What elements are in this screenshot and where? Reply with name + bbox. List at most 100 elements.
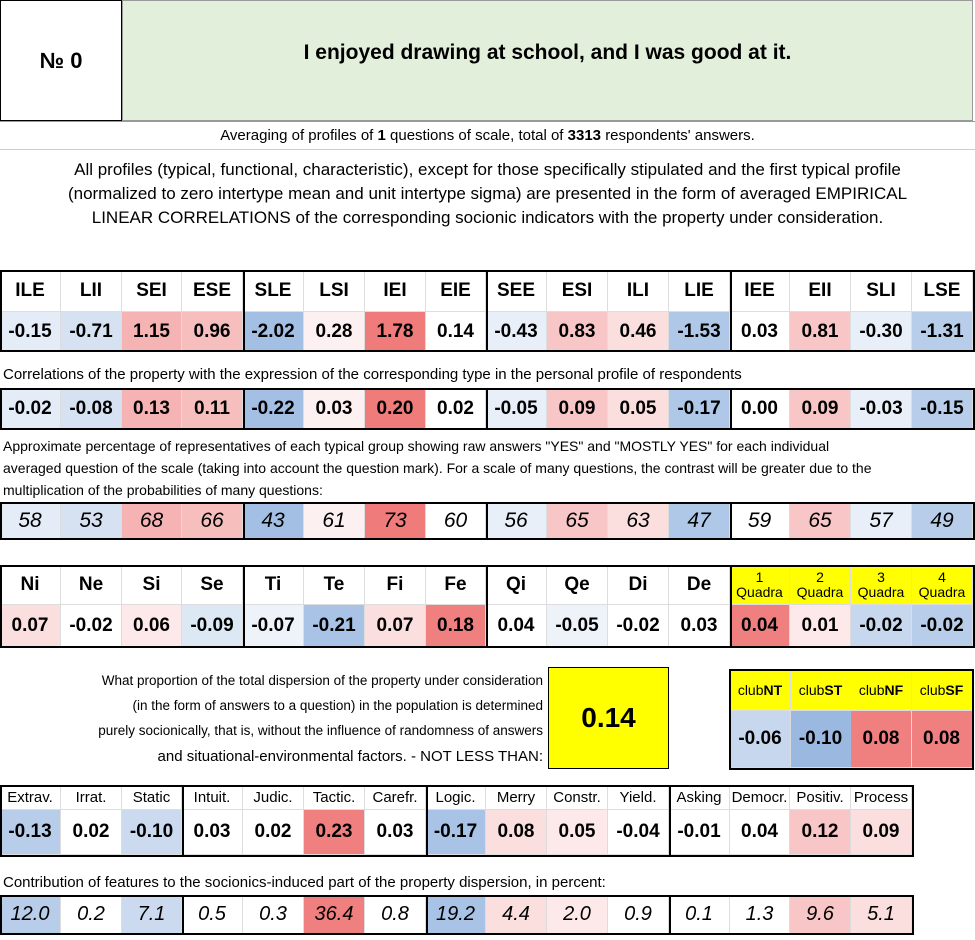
feature-header: Tactic.	[304, 785, 365, 810]
club-name: SF	[945, 682, 964, 698]
quadra-header: 2 Quadra	[790, 565, 851, 605]
club-name: NT	[763, 682, 783, 698]
type-score: 0.83	[547, 312, 608, 352]
feature-header: Logic.	[426, 785, 486, 810]
type-score: -0.15	[0, 312, 61, 352]
type-percentage: 58	[0, 502, 61, 540]
feature-contribution: 0.3	[243, 895, 304, 935]
quadra-header: 3 Quadra	[851, 565, 912, 605]
feature-contribution: 1.3	[730, 895, 790, 935]
summary-text: questions of scale, total of	[390, 127, 564, 144]
type-header: SLI	[851, 270, 912, 312]
dispersion-value: 0.14	[548, 667, 669, 769]
type-score: 0.46	[608, 312, 669, 352]
caption-line: averaged question of the scale (taking i…	[3, 460, 872, 476]
type-correlation: -0.02	[0, 388, 61, 430]
function-value: -0.05	[547, 605, 608, 648]
type-header: ILE	[0, 270, 61, 312]
function-value: -0.21	[304, 605, 365, 648]
feature-header: Yield.	[608, 785, 669, 810]
quadra-number: 2	[816, 568, 824, 585]
type-score: -0.30	[851, 312, 912, 352]
type-correlation: 0.02	[426, 388, 486, 430]
type-header: EIE	[426, 270, 486, 312]
dispersion-text: and situational-environmental factors. -…	[157, 748, 543, 765]
caption: Correlations of the property with the ex…	[3, 366, 742, 383]
type-header: IEI	[365, 270, 426, 312]
feature-value: -0.10	[122, 810, 182, 855]
club-value: -0.06	[730, 711, 791, 768]
club-prefix: club	[858, 682, 885, 698]
function-value: 0.01	[790, 605, 851, 648]
feature-value: -0.01	[669, 810, 730, 855]
type-correlation: 0.20	[365, 388, 426, 430]
feature-contribution: 7.1	[122, 895, 182, 935]
club-value: -0.10	[790, 711, 852, 768]
type-correlation: 0.09	[790, 388, 851, 430]
type-header: ESI	[547, 270, 608, 312]
type-percentage: 73	[365, 502, 426, 540]
feature-value: 0.12	[790, 810, 851, 855]
type-percentage: 43	[243, 502, 304, 540]
feature-contribution: 4.4	[486, 895, 547, 935]
type-header: ESE	[182, 270, 243, 312]
type-correlation: -0.08	[61, 388, 122, 430]
type-percentage: 60	[426, 502, 486, 540]
type-header: SLE	[243, 270, 304, 312]
type-score: 0.81	[790, 312, 851, 352]
function-value: 0.04	[486, 605, 547, 648]
type-percentage: 66	[182, 502, 243, 540]
feature-contribution: 36.4	[304, 895, 365, 935]
type-percentage: 53	[61, 502, 122, 540]
function-header: Qe	[547, 565, 608, 605]
function-value: 0.04	[730, 605, 790, 648]
quadra-number: 4	[938, 568, 946, 585]
club-header: club ST	[790, 670, 852, 711]
quadra-number: 1	[755, 568, 764, 585]
type-header: LSE	[912, 270, 973, 312]
caption: Contribution of features to the socionic…	[3, 874, 606, 891]
type-score: 0.28	[304, 312, 365, 352]
quadra-label: Quadra	[736, 583, 783, 600]
type-header: IEE	[730, 270, 790, 312]
type-score: 0.96	[182, 312, 243, 352]
quadra-header: 1 Quadra	[730, 565, 790, 605]
feature-contribution: 0.2	[61, 895, 122, 935]
type-percentage: 61	[304, 502, 365, 540]
function-header: Fe	[426, 565, 486, 605]
type-correlation: 0.05	[608, 388, 669, 430]
dispersion-text: (in the form of answers to a question) i…	[132, 698, 543, 713]
type-percentage: 49	[912, 502, 973, 540]
divider	[0, 149, 975, 150]
feature-contribution: 9.6	[790, 895, 851, 935]
type-percentage: 65	[547, 502, 608, 540]
type-header: LII	[61, 270, 122, 312]
type-percentage: 57	[851, 502, 912, 540]
type-header: ILI	[608, 270, 669, 312]
function-value: -0.02	[608, 605, 669, 648]
feature-value: -0.13	[0, 810, 61, 855]
type-score: -1.31	[912, 312, 973, 352]
description-line: All profiles (typical, functional, chara…	[74, 160, 901, 179]
caption-line: multiplication of the probabilities of m…	[3, 482, 323, 498]
summary-number: 1	[377, 127, 386, 144]
type-score: -0.43	[486, 312, 547, 352]
feature-value: -0.17	[426, 810, 486, 855]
question-title: I enjoyed drawing at school, and I was g…	[122, 0, 973, 121]
feature-value: 0.23	[304, 810, 365, 855]
type-correlation: 0.00	[730, 388, 790, 430]
feature-value: -0.04	[608, 810, 669, 855]
feature-contribution: 5.1	[851, 895, 912, 935]
type-correlation: -0.22	[243, 388, 304, 430]
function-header: Si	[122, 565, 182, 605]
function-header: De	[669, 565, 730, 605]
type-correlation: -0.03	[851, 388, 912, 430]
summary-number: 3313	[567, 127, 602, 144]
feature-header: Merry	[486, 785, 547, 810]
summary-text: respondents' answers.	[605, 127, 755, 144]
feature-value: 0.02	[61, 810, 122, 855]
type-correlation: 0.13	[122, 388, 182, 430]
function-header: Ne	[61, 565, 122, 605]
type-score: -2.02	[243, 312, 304, 352]
type-header: SEI	[122, 270, 182, 312]
